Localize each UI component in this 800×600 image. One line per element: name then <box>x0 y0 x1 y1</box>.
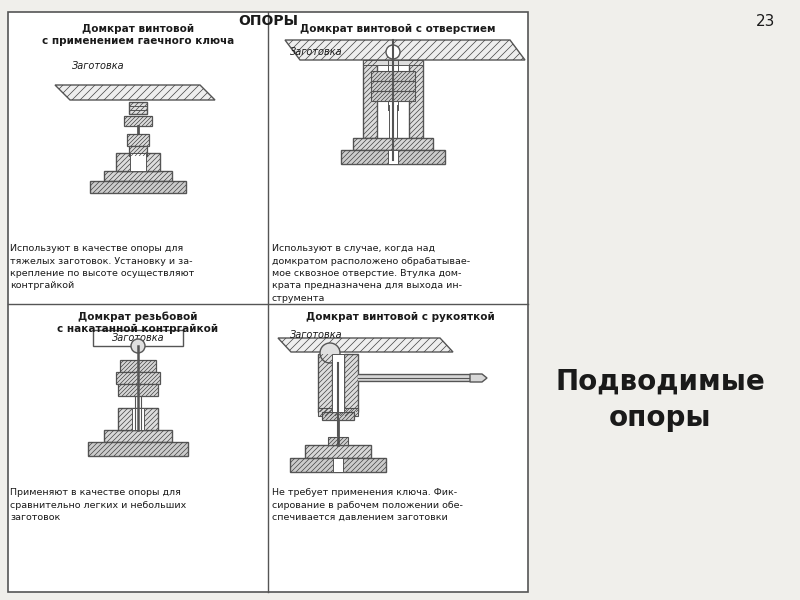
Polygon shape <box>118 408 158 430</box>
Polygon shape <box>305 445 371 458</box>
Polygon shape <box>104 171 172 181</box>
Polygon shape <box>278 338 453 352</box>
Bar <box>130 153 146 171</box>
Polygon shape <box>371 91 415 101</box>
Circle shape <box>320 343 340 363</box>
Text: Домкрат винтовой
с применением гаечного ключа: Домкрат винтовой с применением гаечного … <box>42 24 234 46</box>
Polygon shape <box>90 181 186 193</box>
Text: Домкрат винтовой с рукояткой: Домкрат винтовой с рукояткой <box>306 312 494 322</box>
Polygon shape <box>371 81 415 91</box>
Polygon shape <box>344 354 358 412</box>
Polygon shape <box>371 71 415 81</box>
Polygon shape <box>118 384 158 396</box>
Polygon shape <box>328 437 348 445</box>
Polygon shape <box>129 146 147 156</box>
Text: Используют в случае, когда над
домкратом расположено обрабатывае-
мое сквозное о: Используют в случае, когда над домкратом… <box>272 244 470 303</box>
Text: Домкрат винтовой с отверстием: Домкрат винтовой с отверстием <box>300 24 496 34</box>
Text: Домкрат резьбовой
с накатанной контргайкой: Домкрат резьбовой с накатанной контргайк… <box>58 312 218 334</box>
Text: Не требует применения ключа. Фик-
сирование в рабочем положении обе-
спечивается: Не требует применения ключа. Фик- сирова… <box>272 488 463 522</box>
Polygon shape <box>322 412 354 420</box>
Text: Используют в качестве опоры для
тяжелых заготовок. Установку и за-
крепление по : Используют в качестве опоры для тяжелых … <box>10 244 194 290</box>
Text: Подводимые
опоры: Подводимые опоры <box>555 368 765 433</box>
Bar <box>332 354 344 412</box>
Bar <box>363 60 423 65</box>
Text: Заготовка: Заготовка <box>72 61 125 71</box>
Bar <box>8 12 528 592</box>
Bar <box>388 150 398 164</box>
Text: Заготовка: Заготовка <box>290 330 342 340</box>
Text: Заготовка: Заготовка <box>112 333 164 343</box>
Polygon shape <box>285 40 525 60</box>
Polygon shape <box>470 374 487 382</box>
Polygon shape <box>290 458 386 472</box>
Bar <box>93 330 183 346</box>
Polygon shape <box>116 372 160 384</box>
Text: Заготовка: Заготовка <box>290 47 342 57</box>
Polygon shape <box>129 102 147 114</box>
Polygon shape <box>409 60 423 138</box>
Bar <box>132 408 144 430</box>
Polygon shape <box>88 442 188 456</box>
Polygon shape <box>104 430 172 442</box>
Polygon shape <box>341 150 445 164</box>
Circle shape <box>131 339 145 353</box>
Polygon shape <box>116 153 160 171</box>
Circle shape <box>386 45 400 59</box>
Polygon shape <box>363 60 377 138</box>
Polygon shape <box>120 360 156 372</box>
Text: Применяют в качестве опоры для
сравнительно легких и небольших
заготовок: Применяют в качестве опоры для сравнител… <box>10 488 186 522</box>
Polygon shape <box>124 116 152 126</box>
Text: 23: 23 <box>756 14 775 29</box>
Polygon shape <box>318 354 332 412</box>
Polygon shape <box>353 138 433 150</box>
Polygon shape <box>318 408 358 416</box>
Polygon shape <box>127 134 149 146</box>
Text: ОПОРЫ: ОПОРЫ <box>238 14 298 28</box>
Polygon shape <box>55 85 215 100</box>
Bar <box>333 458 343 472</box>
